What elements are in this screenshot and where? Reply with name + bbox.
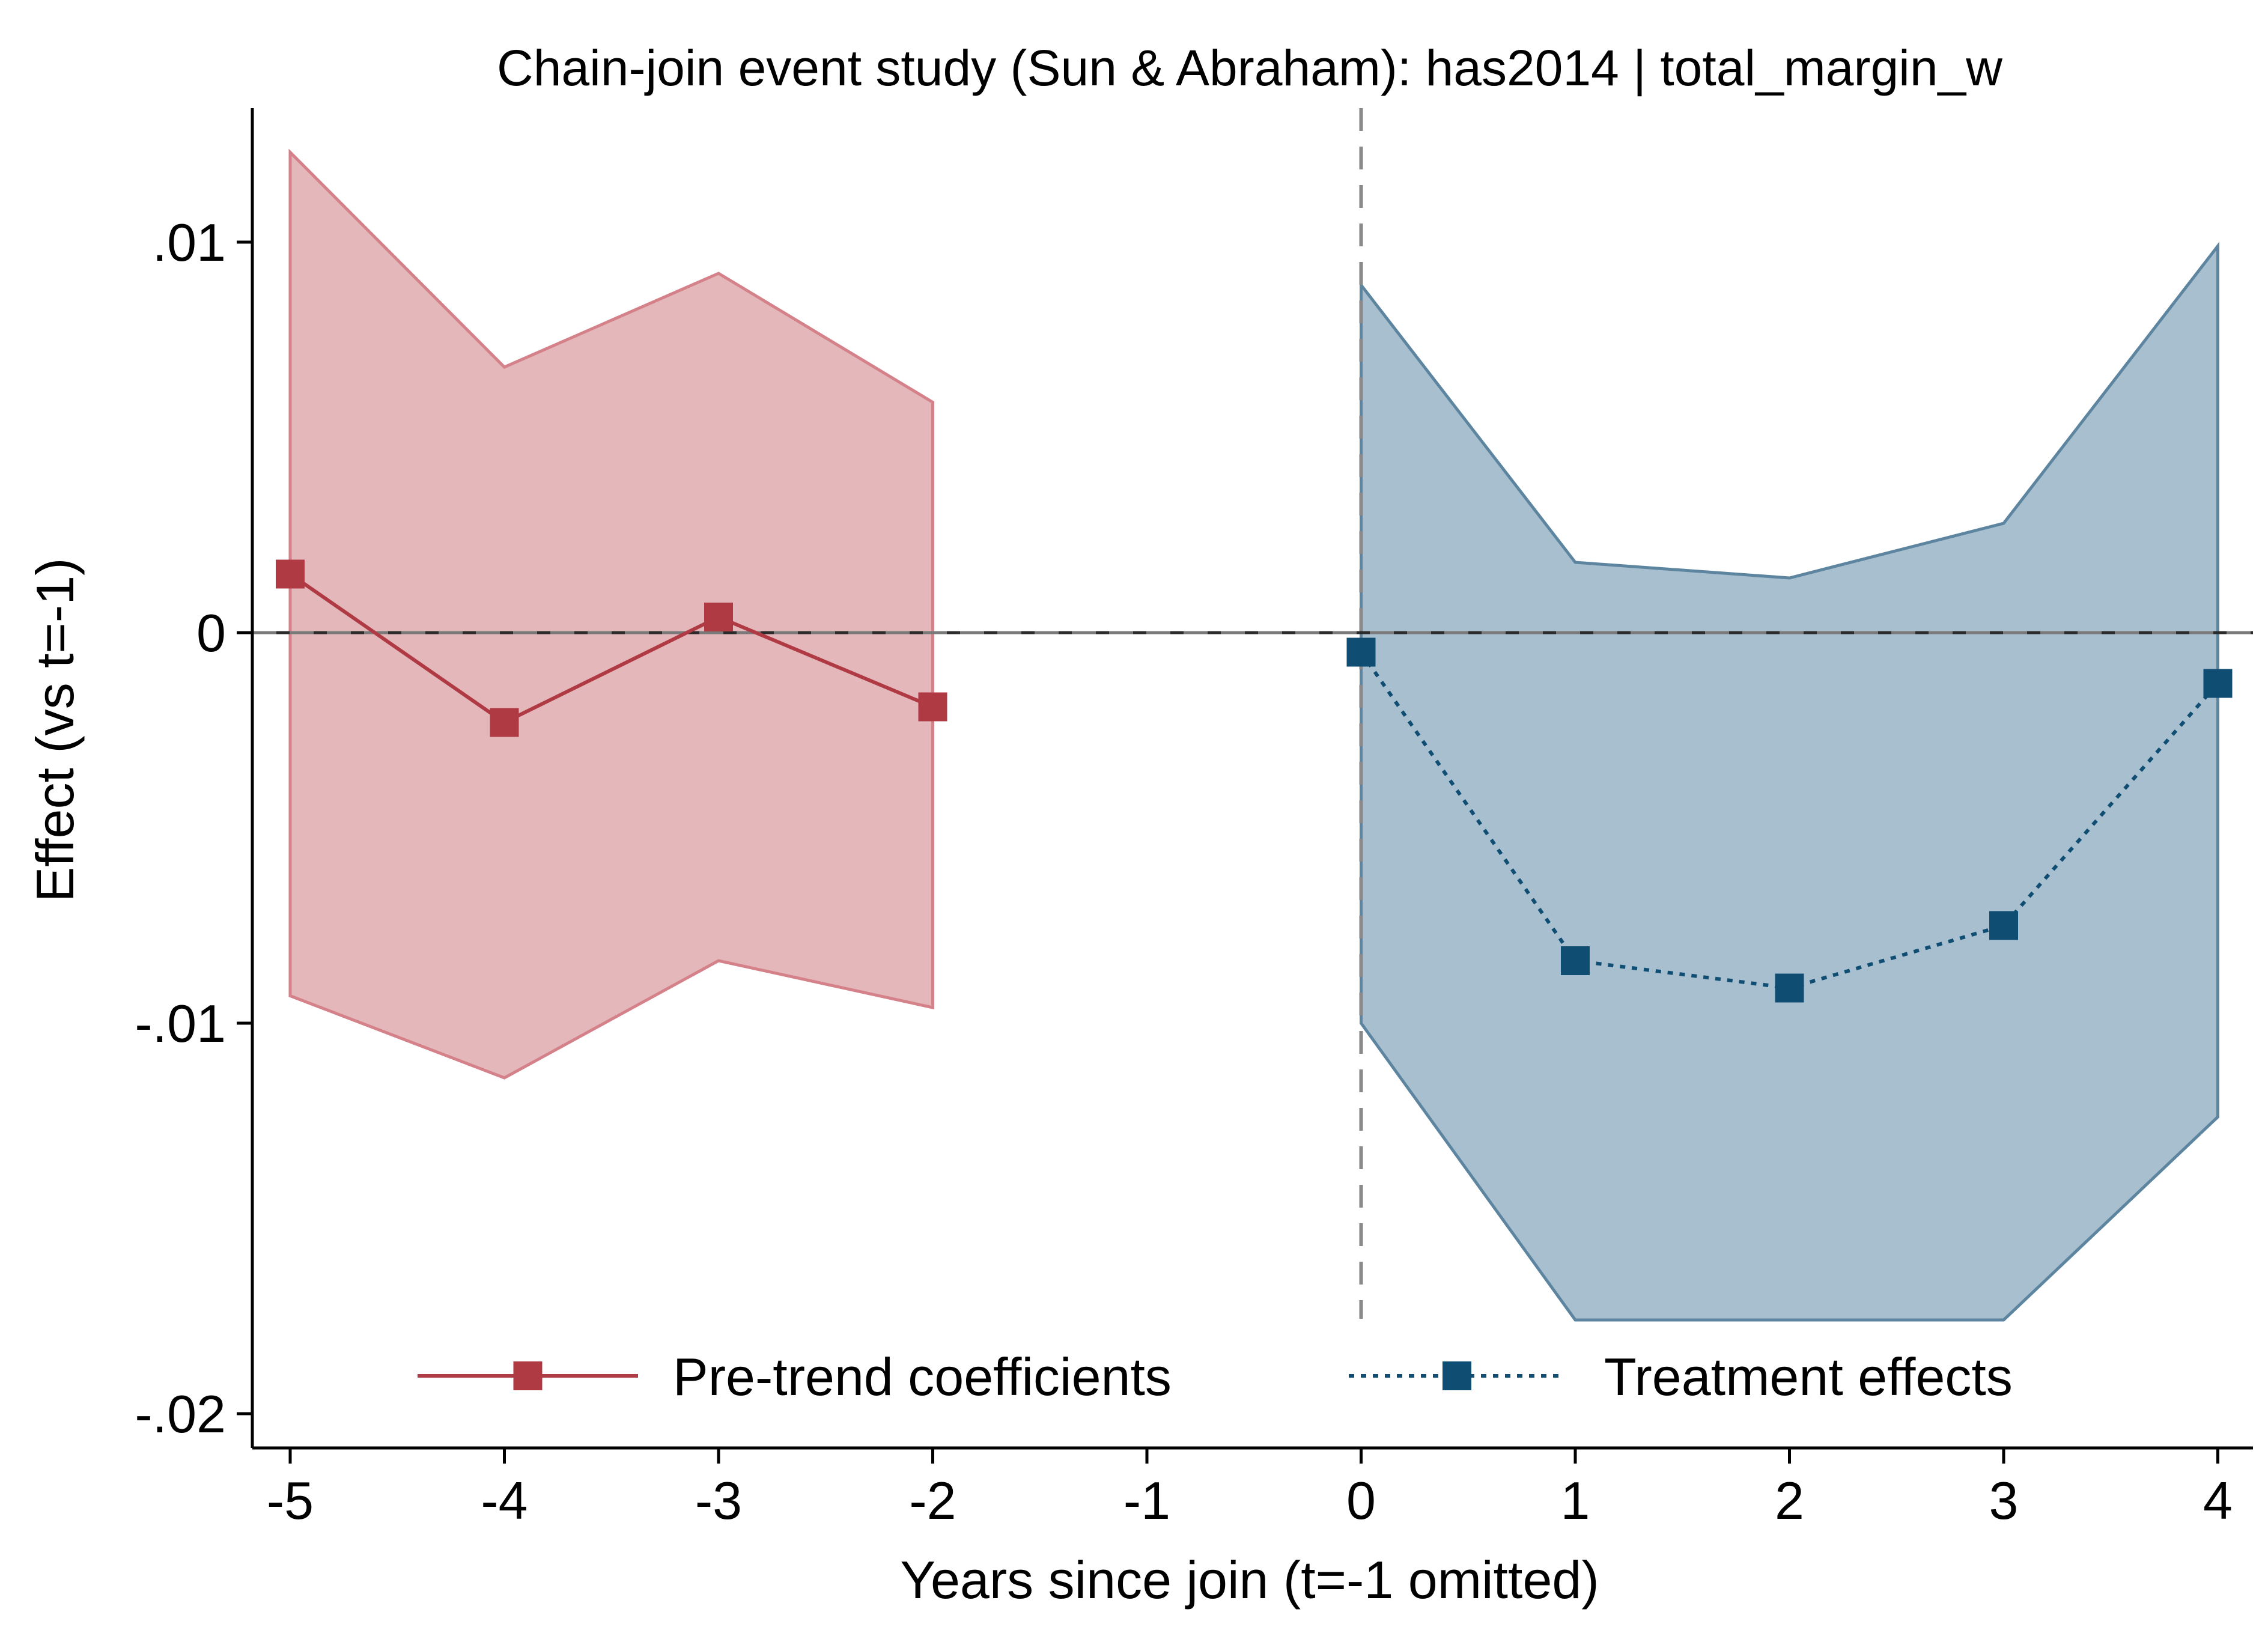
data-point <box>490 708 519 737</box>
ci-band-0 <box>288 148 934 1080</box>
series-line-0 <box>289 573 934 725</box>
y-axis-title: Effect (vs t=-1) <box>25 558 85 902</box>
x-tick-label: -3 <box>695 1471 742 1530</box>
reference-lines <box>252 108 2253 1319</box>
x-axis-title: Years since join (t=-1 omitted) <box>900 1550 1599 1610</box>
x-tick-label: 1 <box>1561 1471 1590 1530</box>
legend-label-0: Pre-trend coefficients <box>673 1347 1172 1406</box>
x-tick-label: -1 <box>1123 1471 1170 1530</box>
axes: .01 0 -.01 -.02 -5 -4 -3 -2 -1 0 1 2 3 4 <box>135 108 2253 1530</box>
data-point <box>1561 946 1590 975</box>
x-tick-label: 4 <box>2203 1471 2233 1530</box>
legend-label-1: Treatment effects <box>1604 1347 2013 1406</box>
y-tick-label: -.01 <box>135 994 226 1053</box>
x-tick-label: -2 <box>909 1471 956 1530</box>
data-point <box>1346 637 1376 667</box>
series-markers <box>276 559 2233 1003</box>
ci-band-1 <box>1360 242 2219 1322</box>
data-point <box>276 559 305 589</box>
y-tick-label: 0 <box>196 603 226 663</box>
legend-marker-0 <box>513 1361 543 1390</box>
y-tick-label: -.02 <box>135 1384 226 1444</box>
y-tick-label: .01 <box>153 213 226 272</box>
legend: Pre-trend coefficients Treatment effects <box>418 1347 2013 1406</box>
legend-marker-1 <box>1443 1361 1471 1390</box>
data-point <box>918 692 947 722</box>
x-tick-label: -4 <box>481 1471 527 1530</box>
data-point <box>704 603 733 631</box>
data-point <box>1775 973 1804 1003</box>
data-point <box>2203 669 2233 698</box>
data-point <box>1989 911 2018 940</box>
chart-title: Chain-join event study (Sun & Abraham): … <box>497 40 2002 96</box>
x-tick-label: -5 <box>267 1471 314 1530</box>
x-tick-label: 3 <box>1989 1471 2019 1530</box>
x-tick-label: 2 <box>1775 1471 1804 1530</box>
confidence-bands <box>288 148 2219 1322</box>
x-tick-label: 0 <box>1346 1471 1376 1530</box>
